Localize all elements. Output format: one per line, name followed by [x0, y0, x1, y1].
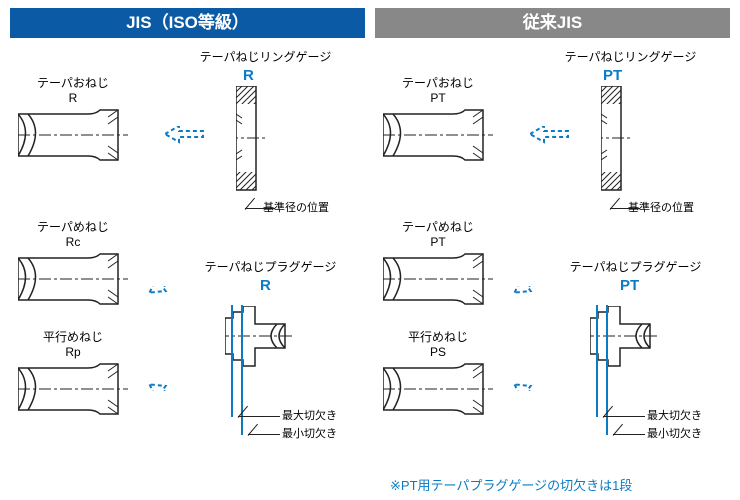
arrow-icon [530, 126, 572, 144]
arrow-diag-icon [145, 286, 195, 331]
ring-gauge-label: テーパねじリングゲージ [548, 50, 713, 66]
plug-gauge-icon [225, 306, 295, 368]
thread2-title: テーパめねじ [393, 220, 483, 236]
socket-icon [18, 106, 133, 166]
thread1-title: テーパおねじ [393, 76, 483, 92]
socket-icon [18, 250, 133, 310]
max-notch-label: 最大切欠き [647, 407, 702, 423]
ring-gauge-icon [601, 86, 636, 196]
arrow-icon [165, 126, 207, 144]
thread3-title: 平行めねじ [393, 330, 483, 346]
plug-gauge-label: テーパねじプラグゲージ [188, 260, 353, 276]
min-notch-label: 最小切欠き [282, 425, 337, 441]
panel-jis-iso: JIS（ISO等級） テーパねじリングゲージ R テーパおねじ R 基準径の位置… [10, 8, 365, 46]
header-jis-iso: JIS（ISO等級） [10, 8, 365, 38]
thread2-title: テーパめねじ [28, 220, 118, 236]
thread1-title: テーパおねじ [28, 76, 118, 92]
panel-conventional-jis: 従来JIS テーパねじリングゲージ PT テーパおねじ PT 基準径の位置 テー… [375, 8, 730, 46]
thread1-id: R [28, 91, 118, 107]
notch-line-max [596, 305, 598, 417]
notch-line-max [231, 305, 233, 417]
thread1-id: PT [393, 91, 483, 107]
arrow-diag-icon [510, 346, 560, 391]
thread3-title: 平行めねじ [28, 330, 118, 346]
ref-diameter-label: 基準径の位置 [628, 199, 694, 215]
max-notch-label: 最大切欠き [282, 407, 337, 423]
socket-icon [383, 106, 498, 166]
thread2-id: PT [393, 235, 483, 251]
socket-icon [18, 360, 133, 420]
socket-icon [383, 250, 498, 310]
arrow-diag-icon [510, 286, 560, 331]
ref-diameter-label: 基準径の位置 [263, 199, 329, 215]
min-notch-label: 最小切欠き [647, 425, 702, 441]
footnote: ※PT用テーパプラグゲージの切欠きは1段 [390, 475, 632, 494]
thread3-id: PS [393, 345, 483, 361]
ring-gauge-symbol: R [243, 67, 254, 84]
ring-gauge-icon [236, 86, 271, 196]
ring-gauge-label: テーパねじリングゲージ [183, 50, 348, 66]
socket-icon [383, 360, 498, 420]
plug-gauge-label: テーパねじプラグゲージ [553, 260, 718, 276]
plug-gauge-symbol: PT [620, 277, 639, 294]
plug-gauge-symbol: R [260, 277, 271, 294]
thread3-id: Rp [28, 345, 118, 361]
arrow-diag-icon [145, 346, 195, 391]
thread2-id: Rc [28, 235, 118, 251]
header-conventional-jis: 従来JIS [375, 8, 730, 38]
ring-gauge-symbol: PT [603, 67, 622, 84]
plug-gauge-icon [590, 306, 660, 368]
